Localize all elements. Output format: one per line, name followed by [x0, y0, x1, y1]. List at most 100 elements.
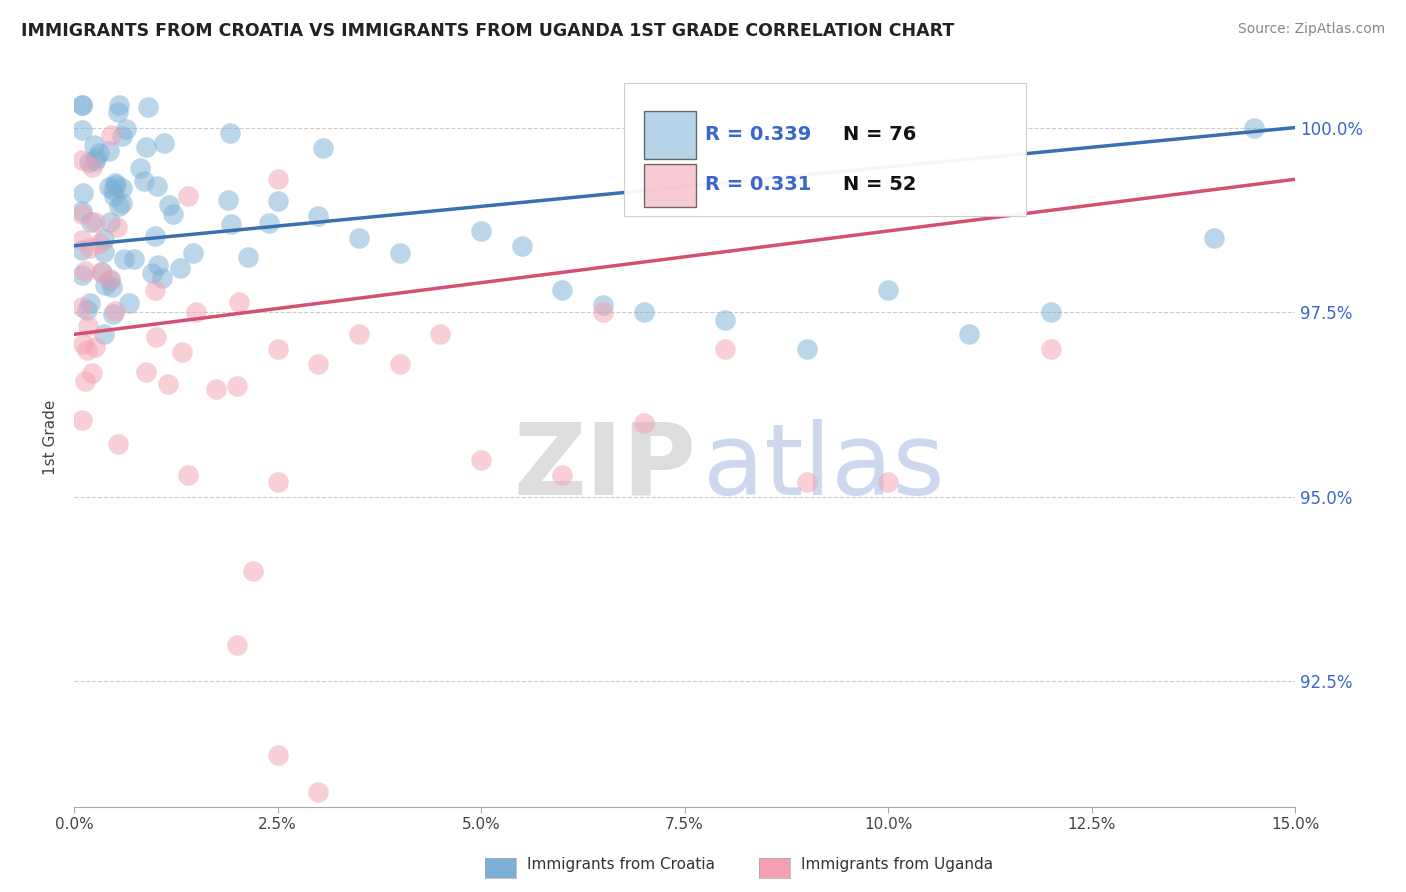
Y-axis label: 1st Grade: 1st Grade	[44, 401, 58, 475]
Point	[311, 140, 333, 154]
Point	[80, 215, 103, 229]
Point	[429, 327, 451, 342]
Point	[84, 154, 107, 169]
Point	[714, 342, 737, 356]
Point	[76, 303, 98, 318]
Point	[388, 246, 411, 260]
Point	[100, 280, 122, 294]
Point	[100, 128, 122, 142]
Point	[93, 232, 115, 246]
Point	[150, 271, 173, 285]
Point	[347, 327, 370, 342]
Point	[307, 209, 329, 223]
Point	[592, 305, 614, 319]
Point	[105, 178, 128, 193]
Point	[132, 174, 155, 188]
Point	[82, 160, 104, 174]
Point	[510, 239, 533, 253]
Point	[90, 265, 112, 279]
Point	[70, 207, 93, 221]
Point	[170, 345, 193, 359]
Point	[266, 475, 288, 489]
Point	[104, 177, 127, 191]
Text: Immigrants from Uganda: Immigrants from Uganda	[801, 857, 994, 872]
Point	[1243, 120, 1265, 135]
Point	[98, 273, 121, 287]
Text: IMMIGRANTS FROM CROATIA VS IMMIGRANTS FROM UGANDA 1ST GRADE CORRELATION CHART: IMMIGRANTS FROM CROATIA VS IMMIGRANTS FR…	[21, 22, 955, 40]
Point	[307, 785, 329, 799]
Point	[70, 268, 93, 282]
Text: R = 0.339: R = 0.339	[706, 126, 811, 145]
Point	[114, 252, 136, 266]
Point	[551, 467, 574, 482]
Point	[714, 312, 737, 326]
Point	[70, 98, 93, 112]
FancyBboxPatch shape	[644, 111, 696, 159]
Point	[107, 437, 129, 451]
Point	[93, 245, 115, 260]
Point	[259, 216, 281, 230]
Point	[141, 266, 163, 280]
Point	[108, 98, 131, 112]
Point	[157, 198, 180, 212]
Point	[111, 128, 134, 143]
Point	[70, 300, 93, 314]
Point	[219, 218, 242, 232]
Point	[135, 365, 157, 379]
Point	[108, 199, 131, 213]
Point	[75, 264, 97, 278]
Point	[83, 340, 105, 354]
Point	[72, 337, 94, 351]
Point	[89, 235, 111, 250]
Point	[266, 194, 288, 209]
Point	[388, 357, 411, 371]
Point	[347, 231, 370, 245]
Point	[162, 207, 184, 221]
Point	[146, 258, 169, 272]
Point	[91, 264, 114, 278]
Point	[877, 475, 900, 489]
Point	[177, 467, 200, 482]
Point	[307, 357, 329, 371]
Point	[470, 453, 492, 467]
Point	[98, 272, 121, 286]
Point	[959, 327, 981, 342]
Point	[143, 228, 166, 243]
Text: Immigrants from Croatia: Immigrants from Croatia	[527, 857, 716, 872]
Point	[105, 219, 128, 234]
Point	[470, 224, 492, 238]
Point	[84, 151, 107, 165]
Point	[633, 305, 655, 319]
Point	[205, 382, 228, 396]
Point	[225, 638, 247, 652]
Point	[633, 416, 655, 430]
Point	[97, 144, 120, 158]
Point	[70, 204, 93, 219]
Point	[87, 145, 110, 160]
Text: atlas: atlas	[703, 418, 945, 516]
Point	[877, 283, 900, 297]
Point	[156, 377, 179, 392]
Point	[76, 343, 98, 357]
Point	[1039, 342, 1062, 356]
Point	[219, 126, 242, 140]
Point	[238, 250, 260, 264]
Point	[98, 215, 121, 229]
Point	[796, 475, 818, 489]
Point	[118, 295, 141, 310]
Point	[93, 327, 115, 342]
Point	[266, 748, 288, 763]
Text: N = 52: N = 52	[844, 175, 917, 194]
Point	[103, 307, 125, 321]
Text: R = 0.331: R = 0.331	[706, 175, 811, 194]
Point	[592, 298, 614, 312]
Point	[135, 140, 157, 154]
Point	[1039, 305, 1062, 319]
Point	[80, 367, 103, 381]
Point	[153, 136, 176, 150]
Point	[796, 342, 818, 356]
Point	[181, 246, 204, 260]
Point	[266, 342, 288, 356]
Point	[70, 243, 93, 257]
Point	[70, 153, 93, 167]
